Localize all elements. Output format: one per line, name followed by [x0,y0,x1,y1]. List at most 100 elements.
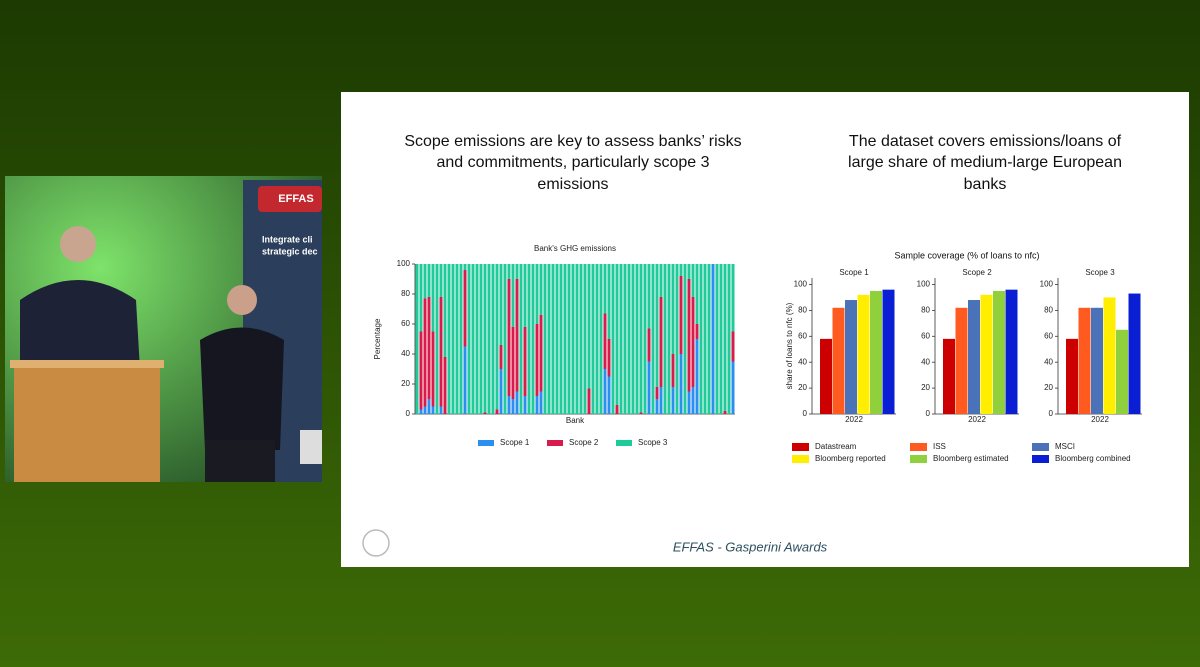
y-tick-label: 40 [1044,357,1053,366]
bar-segment [659,297,663,387]
banner-line: strategic dec [262,246,318,256]
bar-segment [607,339,611,377]
slide-title: Scope emissions are key to assess banks’… [404,133,741,150]
bar-segment [527,264,531,414]
bar-segment [703,264,707,414]
bar-segment [539,315,543,392]
y-tick-label: 20 [401,379,410,388]
bar-segment [643,264,647,414]
bar-segment [603,313,607,369]
bar-segment [611,264,615,414]
bar-segment [719,264,723,414]
video-frame: EFFAS Integrate cli strategic dec [5,176,322,482]
bar-segment [631,264,635,414]
bar-segment [723,264,727,411]
bar-segment [695,264,699,324]
bar-segment [531,264,535,414]
bar-segment [551,264,555,414]
bar [955,307,968,414]
y-axis-label: Percentage [373,318,382,359]
bar-segment [679,354,683,414]
bar [857,294,870,414]
bar-segment [511,399,515,414]
bar-segment [535,324,539,396]
bar-segment [639,412,643,414]
bar-segment [647,361,651,414]
bar-segment [503,264,507,414]
bar-segment [459,264,463,414]
bar [1005,289,1018,414]
lectern [14,362,160,482]
bar-segment [615,405,619,414]
bar-segment [587,388,591,414]
bar-segment [683,264,687,414]
bar-segment [623,264,627,414]
bar-segment [603,264,607,314]
bar-segment [419,331,423,410]
panel-title: Scope 1 [839,268,869,277]
legend-label: Bloomberg reported [815,454,886,463]
bar-segment [619,264,623,414]
y-tick-label: 100 [794,280,808,289]
legend-swatch [910,455,927,463]
x-axis-label: Bank [566,416,585,425]
bar-segment [655,399,659,414]
bar [1128,293,1141,414]
banner-brand: EFFAS [278,193,313,205]
bar-segment [575,264,579,414]
bar-segment [591,264,595,414]
y-tick-label: 100 [917,280,931,289]
bar-segment [639,264,643,413]
y-axis-label: share of loans to nfc (%) [785,302,794,389]
bar-segment [443,264,447,357]
slide-title: emissions [537,176,608,193]
bar-segment [471,264,475,414]
bar-segment [563,264,567,414]
bar-segment [487,264,491,414]
bar-segment [435,264,439,414]
bar-segment [507,279,511,396]
bar-segment [655,387,659,399]
bar-segment [479,264,483,414]
legend-label: Scope 1 [500,438,530,447]
bar-segment [699,264,703,414]
bar-segment [691,297,695,387]
bar-segment [727,264,731,414]
legend-label: Bloomberg estimated [933,454,1009,463]
bar [1116,329,1128,414]
bar-segment [475,264,479,414]
bar-segment [647,328,651,362]
bar-segment [507,396,511,414]
y-tick-label: 20 [921,383,930,392]
legend-swatch [1032,443,1049,451]
bar-segment [499,264,503,345]
bar-segment [731,264,735,332]
x-tick-label: 2022 [1091,415,1109,424]
bar-segment [447,264,451,414]
y-tick-label: 60 [401,319,410,328]
legend-swatch [547,440,563,446]
y-tick-label: 40 [921,357,930,366]
bar [943,338,955,414]
bar [820,338,832,414]
bar-segment [555,264,559,414]
bar-segment [659,387,663,414]
speaker-legs [205,440,275,482]
bar-segment [723,411,727,414]
legend-swatch [616,440,632,446]
bar-segment [679,276,683,354]
bar-segment [607,264,611,339]
bar-segment [691,264,695,297]
bar-segment [511,264,515,327]
speaker-body [20,280,140,370]
y-tick-label: 20 [1044,383,1053,392]
legend-swatch [792,455,809,463]
bar-segment [607,376,611,414]
bar-segment [679,264,683,276]
qr-code [300,430,322,464]
bar-segment [515,279,519,392]
bar-segment [731,361,735,414]
panel-title: Scope 2 [962,268,992,277]
bar-segment [583,264,587,414]
